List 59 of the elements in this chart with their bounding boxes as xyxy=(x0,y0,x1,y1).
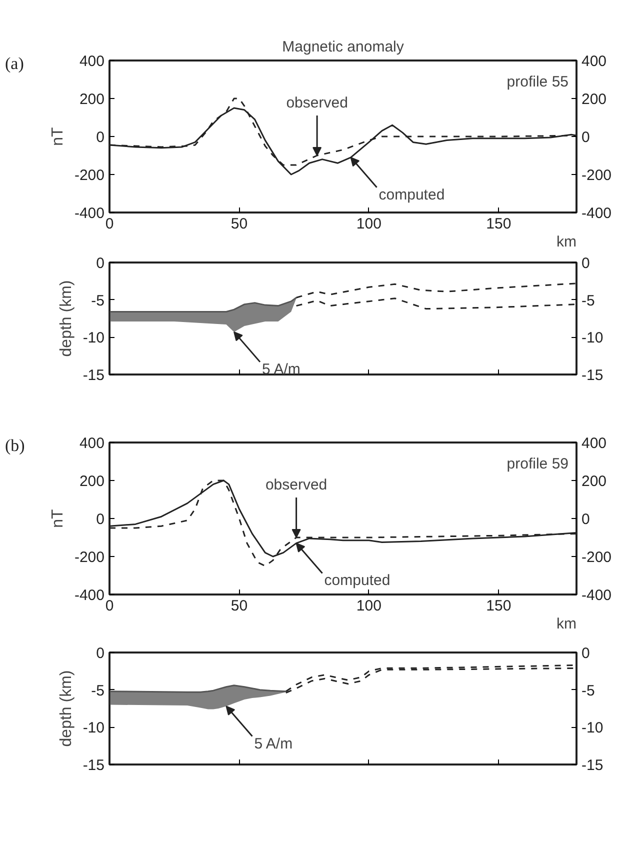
y-tick-label: -10 xyxy=(82,330,105,347)
x-axis-title: km xyxy=(556,234,577,250)
annotation: computed xyxy=(324,572,390,590)
y2-tick-label: -5 xyxy=(582,682,595,700)
y-tick-label: -400 xyxy=(74,205,105,222)
y2-tick-label: -15 xyxy=(582,757,604,774)
x-axis-title: km xyxy=(556,616,577,632)
y2-tick-label: 200 xyxy=(582,91,607,108)
y2-tick-label: 0 xyxy=(582,255,590,272)
y2-tick-label: -200 xyxy=(582,167,612,184)
x-tick-label: 100 xyxy=(356,598,382,614)
y-axis-title: depth (km) xyxy=(58,670,75,747)
x-tick-label: 50 xyxy=(230,598,248,614)
text: (b) xyxy=(5,435,25,457)
y2-tick-label: -15 xyxy=(582,367,604,384)
chart-title: Magnetic anomaly xyxy=(282,38,404,56)
y-tick-label: 0 xyxy=(96,129,104,146)
y-tick-label: -15 xyxy=(82,757,105,774)
y2-tick-label: -10 xyxy=(582,330,604,347)
y2-tick-label: -400 xyxy=(582,587,612,604)
y2-tick-label: -10 xyxy=(582,720,604,737)
annotation: observed xyxy=(286,94,348,112)
y-tick-label: 200 xyxy=(79,91,105,108)
y-tick-label: -400 xyxy=(74,587,105,604)
y2-tick-label: 0 xyxy=(582,645,590,662)
x-tick-label: 150 xyxy=(486,216,512,232)
y-tick-label: 0 xyxy=(96,255,104,272)
y-axis-title: nT xyxy=(49,126,66,146)
y2-tick-label: -5 xyxy=(582,292,595,310)
y2-tick-label: 200 xyxy=(582,473,607,490)
text: (a) xyxy=(5,53,24,75)
y2-tick-label: -400 xyxy=(582,205,612,222)
y-tick-label: -200 xyxy=(74,549,105,566)
annotation: observed xyxy=(265,476,328,494)
y-tick-label: 400 xyxy=(79,53,105,70)
y-axis-title: depth (km) xyxy=(58,280,75,357)
y2-tick-label: 400 xyxy=(582,435,607,452)
annotation: 5 A/m xyxy=(262,360,300,378)
y2-tick-label: 0 xyxy=(582,511,590,528)
annotation: computed xyxy=(378,186,445,204)
y-axis-title: nT xyxy=(49,508,66,528)
y-tick-label: -10 xyxy=(82,720,105,737)
x-tick-label: 150 xyxy=(486,598,512,614)
y-tick-label: -200 xyxy=(74,167,105,184)
annotation: profile 59 xyxy=(506,456,569,472)
x-tick-label: 100 xyxy=(356,216,382,232)
y2-tick-label: -200 xyxy=(582,549,612,566)
x-tick-label: 50 xyxy=(230,216,248,232)
y2-tick-label: 400 xyxy=(582,53,607,70)
y2-tick-label: 0 xyxy=(582,129,590,146)
y-tick-label: -5 xyxy=(91,682,105,700)
y-tick-label: 200 xyxy=(79,473,105,490)
y-tick-label: 0 xyxy=(96,511,104,528)
y-tick-label: -15 xyxy=(82,367,105,384)
y-tick-label: 400 xyxy=(79,435,105,452)
y-tick-label: 0 xyxy=(96,645,104,662)
annotation: 5 A/m xyxy=(254,735,293,752)
y-tick-label: -5 xyxy=(91,292,105,310)
annotation: profile 55 xyxy=(506,74,569,90)
